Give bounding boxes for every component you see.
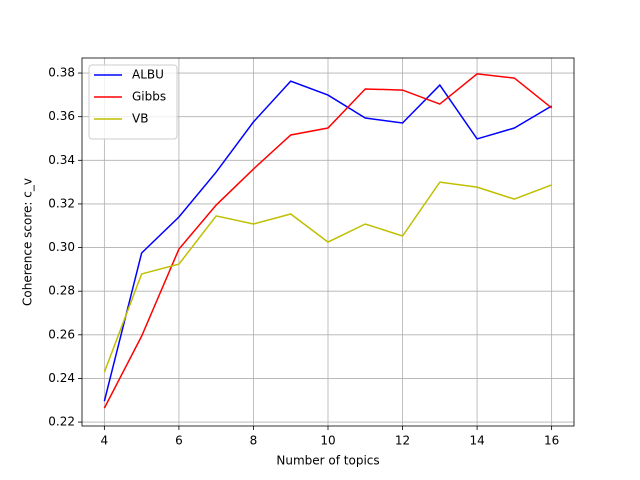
x-tick-label: 6 bbox=[175, 434, 183, 448]
legend-label: VB bbox=[132, 112, 148, 126]
y-tick-label: 0.32 bbox=[48, 196, 75, 210]
y-tick-label: 0.26 bbox=[48, 327, 75, 341]
y-tick-label: 0.22 bbox=[48, 415, 75, 429]
plot-frame bbox=[81, 57, 575, 427]
x-tick-label: 12 bbox=[395, 434, 410, 448]
data-line bbox=[103, 80, 553, 402]
x-tick-label: 16 bbox=[544, 434, 559, 448]
y-axis-label: Coherence score: c_v bbox=[21, 178, 35, 306]
y-tick-label: 0.30 bbox=[48, 240, 75, 254]
y-tick-label: 0.34 bbox=[48, 153, 75, 167]
data-line bbox=[103, 181, 552, 373]
x-tick-label: 14 bbox=[469, 434, 484, 448]
y-tick-label: 0.24 bbox=[48, 371, 75, 385]
x-tick-label: 4 bbox=[101, 434, 109, 448]
legend-label: ALBU bbox=[132, 68, 164, 82]
y-tick-label: 0.36 bbox=[48, 109, 75, 123]
x-tick-label: 8 bbox=[250, 434, 258, 448]
x-axis-label: Number of topics bbox=[276, 454, 379, 468]
y-tick-label: 0.38 bbox=[48, 66, 75, 80]
legend-box bbox=[88, 64, 178, 140]
legend: ALBU Gibbs VB bbox=[88, 64, 178, 140]
y-tick-label: 0.28 bbox=[48, 284, 75, 298]
x-tick-label: 10 bbox=[320, 434, 335, 448]
legend-label: Gibbs bbox=[132, 90, 166, 104]
data-line bbox=[103, 73, 553, 409]
